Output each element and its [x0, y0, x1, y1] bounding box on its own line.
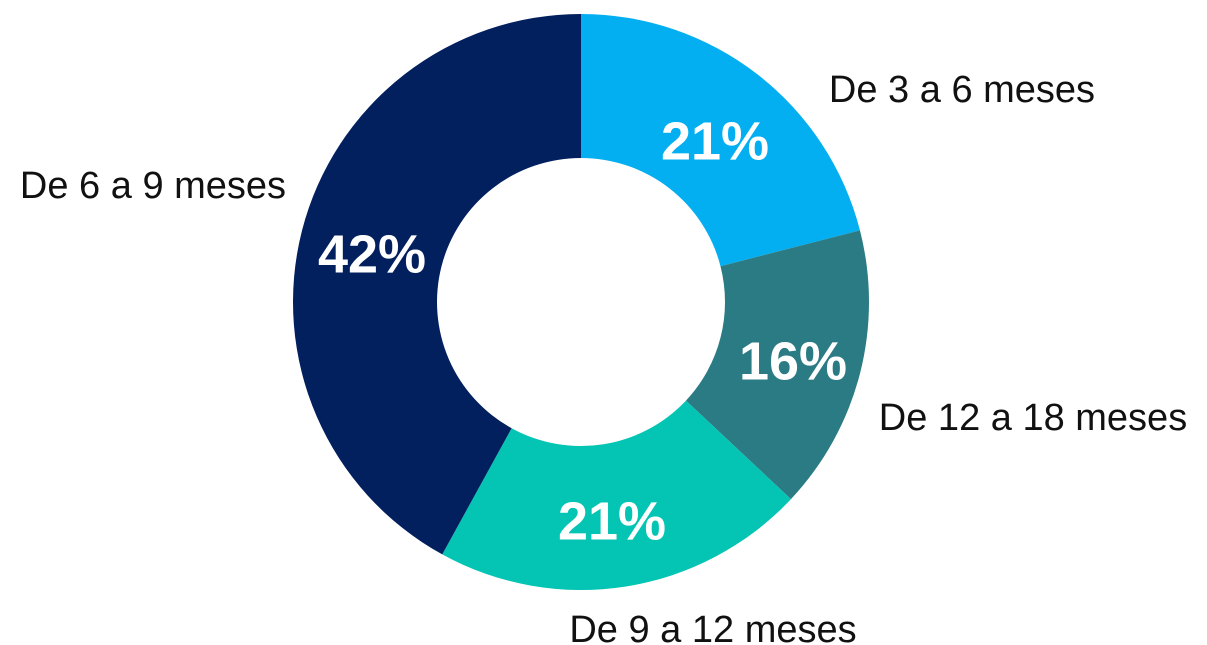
value-label: 21%	[558, 491, 666, 551]
value-label: 16%	[739, 331, 847, 391]
donut-slice	[293, 14, 581, 555]
donut-slice	[685, 230, 869, 500]
value-label: 42%	[318, 224, 426, 284]
donut-slice	[442, 400, 791, 590]
category-label: De 12 a 18 meses	[879, 397, 1187, 439]
category-label: De 3 a 6 meses	[829, 69, 1095, 111]
category-label: De 9 a 12 meses	[569, 609, 856, 645]
category-label: De 6 a 9 meses	[20, 165, 286, 207]
donut-slice	[581, 14, 860, 267]
value-label: 21%	[661, 111, 769, 171]
